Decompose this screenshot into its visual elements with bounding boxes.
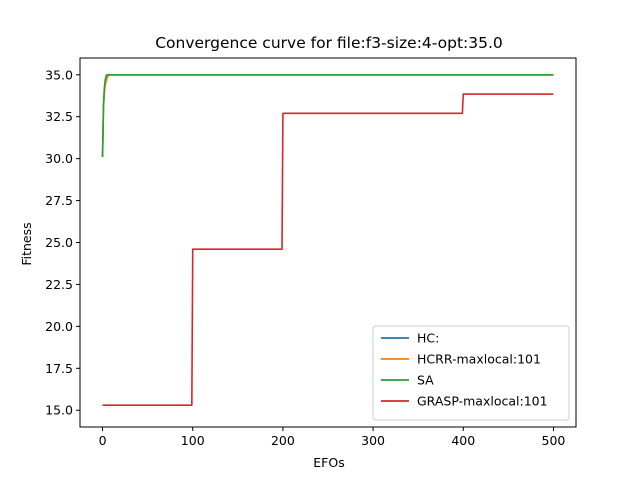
- legend: HC: HCRR-maxlocal:101 SA GRASP-maxlocal:101: [372, 325, 570, 421]
- x-tick-label: 200: [271, 433, 295, 448]
- x-tick-label: 0: [99, 433, 107, 448]
- legend-entry-0: HC:: [417, 331, 439, 346]
- y-axis-label: Fitness: [19, 222, 34, 265]
- x-axis: 0 100 200 300 400 500: [99, 427, 566, 448]
- chart-title: Convergence curve for file:f3-size:4-opt…: [155, 34, 503, 52]
- legend-entry-1: HCRR-maxlocal:101: [417, 352, 541, 367]
- y-tick-label: 15.0: [45, 403, 73, 418]
- series-line-3: [102, 93, 554, 407]
- x-tick-label: 300: [361, 433, 385, 448]
- x-tick-label: 400: [451, 433, 475, 448]
- series-line-0: [101, 73, 554, 157]
- y-tick-label: 27.5: [45, 193, 73, 208]
- series-line-1: [101, 73, 554, 157]
- y-axis: 15.0 17.5 20.0 22.5 25.0 27.5 30.0 32.5 35.0: [45, 67, 80, 418]
- x-tick-label: 500: [542, 433, 566, 448]
- y-tick-label: 20.0: [45, 319, 73, 334]
- y-tick-label: 32.5: [45, 109, 73, 124]
- series-line-2: [101, 73, 554, 157]
- legend-box: [372, 325, 570, 421]
- legend-entry-3: GRASP-maxlocal:101: [417, 394, 548, 409]
- y-tick-label: 22.5: [45, 277, 73, 292]
- y-tick-label: 17.5: [45, 361, 73, 376]
- y-tick-label: 35.0: [45, 67, 73, 82]
- x-axis-label: EFOs: [313, 455, 344, 470]
- x-tick-label: 100: [181, 433, 205, 448]
- y-tick-label: 25.0: [45, 235, 73, 250]
- plot-area: Convergence curve for file:f3-size:4-opt…: [19, 34, 577, 470]
- series-group: [101, 73, 554, 407]
- legend-entry-2: SA: [417, 373, 434, 388]
- y-tick-label: 30.0: [45, 151, 73, 166]
